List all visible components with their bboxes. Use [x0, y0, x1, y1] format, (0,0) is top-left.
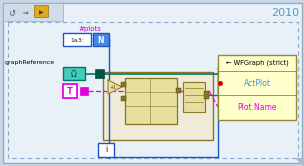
Text: +1: +1: [109, 84, 117, 89]
Bar: [204, 91, 209, 99]
Bar: [63, 84, 77, 98]
Bar: [121, 96, 126, 101]
Bar: [218, 55, 296, 120]
Bar: [125, 78, 177, 124]
Text: Ω: Ω: [71, 70, 77, 79]
Text: 2010: 2010: [271, 8, 299, 18]
Bar: [34, 5, 48, 17]
Bar: [63, 67, 85, 80]
Text: #plots: #plots: [78, 26, 101, 32]
Bar: [103, 72, 213, 140]
Text: N: N: [98, 36, 104, 44]
Bar: [8, 22, 298, 158]
Polygon shape: [296, 158, 303, 165]
Bar: [3, 3, 63, 21]
Polygon shape: [108, 80, 122, 94]
Text: T: T: [67, 86, 73, 95]
Bar: [121, 82, 126, 87]
Text: ↺: ↺: [9, 9, 16, 18]
Bar: [183, 82, 205, 112]
Bar: [63, 33, 91, 46]
Text: ▶: ▶: [39, 10, 43, 15]
Text: graphReference: graphReference: [5, 59, 55, 65]
Text: ActPlot: ActPlot: [244, 79, 271, 87]
Bar: [93, 33, 109, 46]
Bar: [95, 69, 104, 78]
Text: 1a3:: 1a3:: [70, 38, 84, 42]
Text: Plot.Name: Plot.Name: [237, 102, 277, 112]
Bar: [80, 87, 88, 95]
Bar: [98, 143, 114, 157]
Bar: [176, 88, 181, 93]
Text: ⇒: ⇒: [23, 11, 29, 17]
Text: ← WFGraph (strict): ← WFGraph (strict): [226, 60, 288, 66]
Text: i: i: [105, 146, 107, 155]
